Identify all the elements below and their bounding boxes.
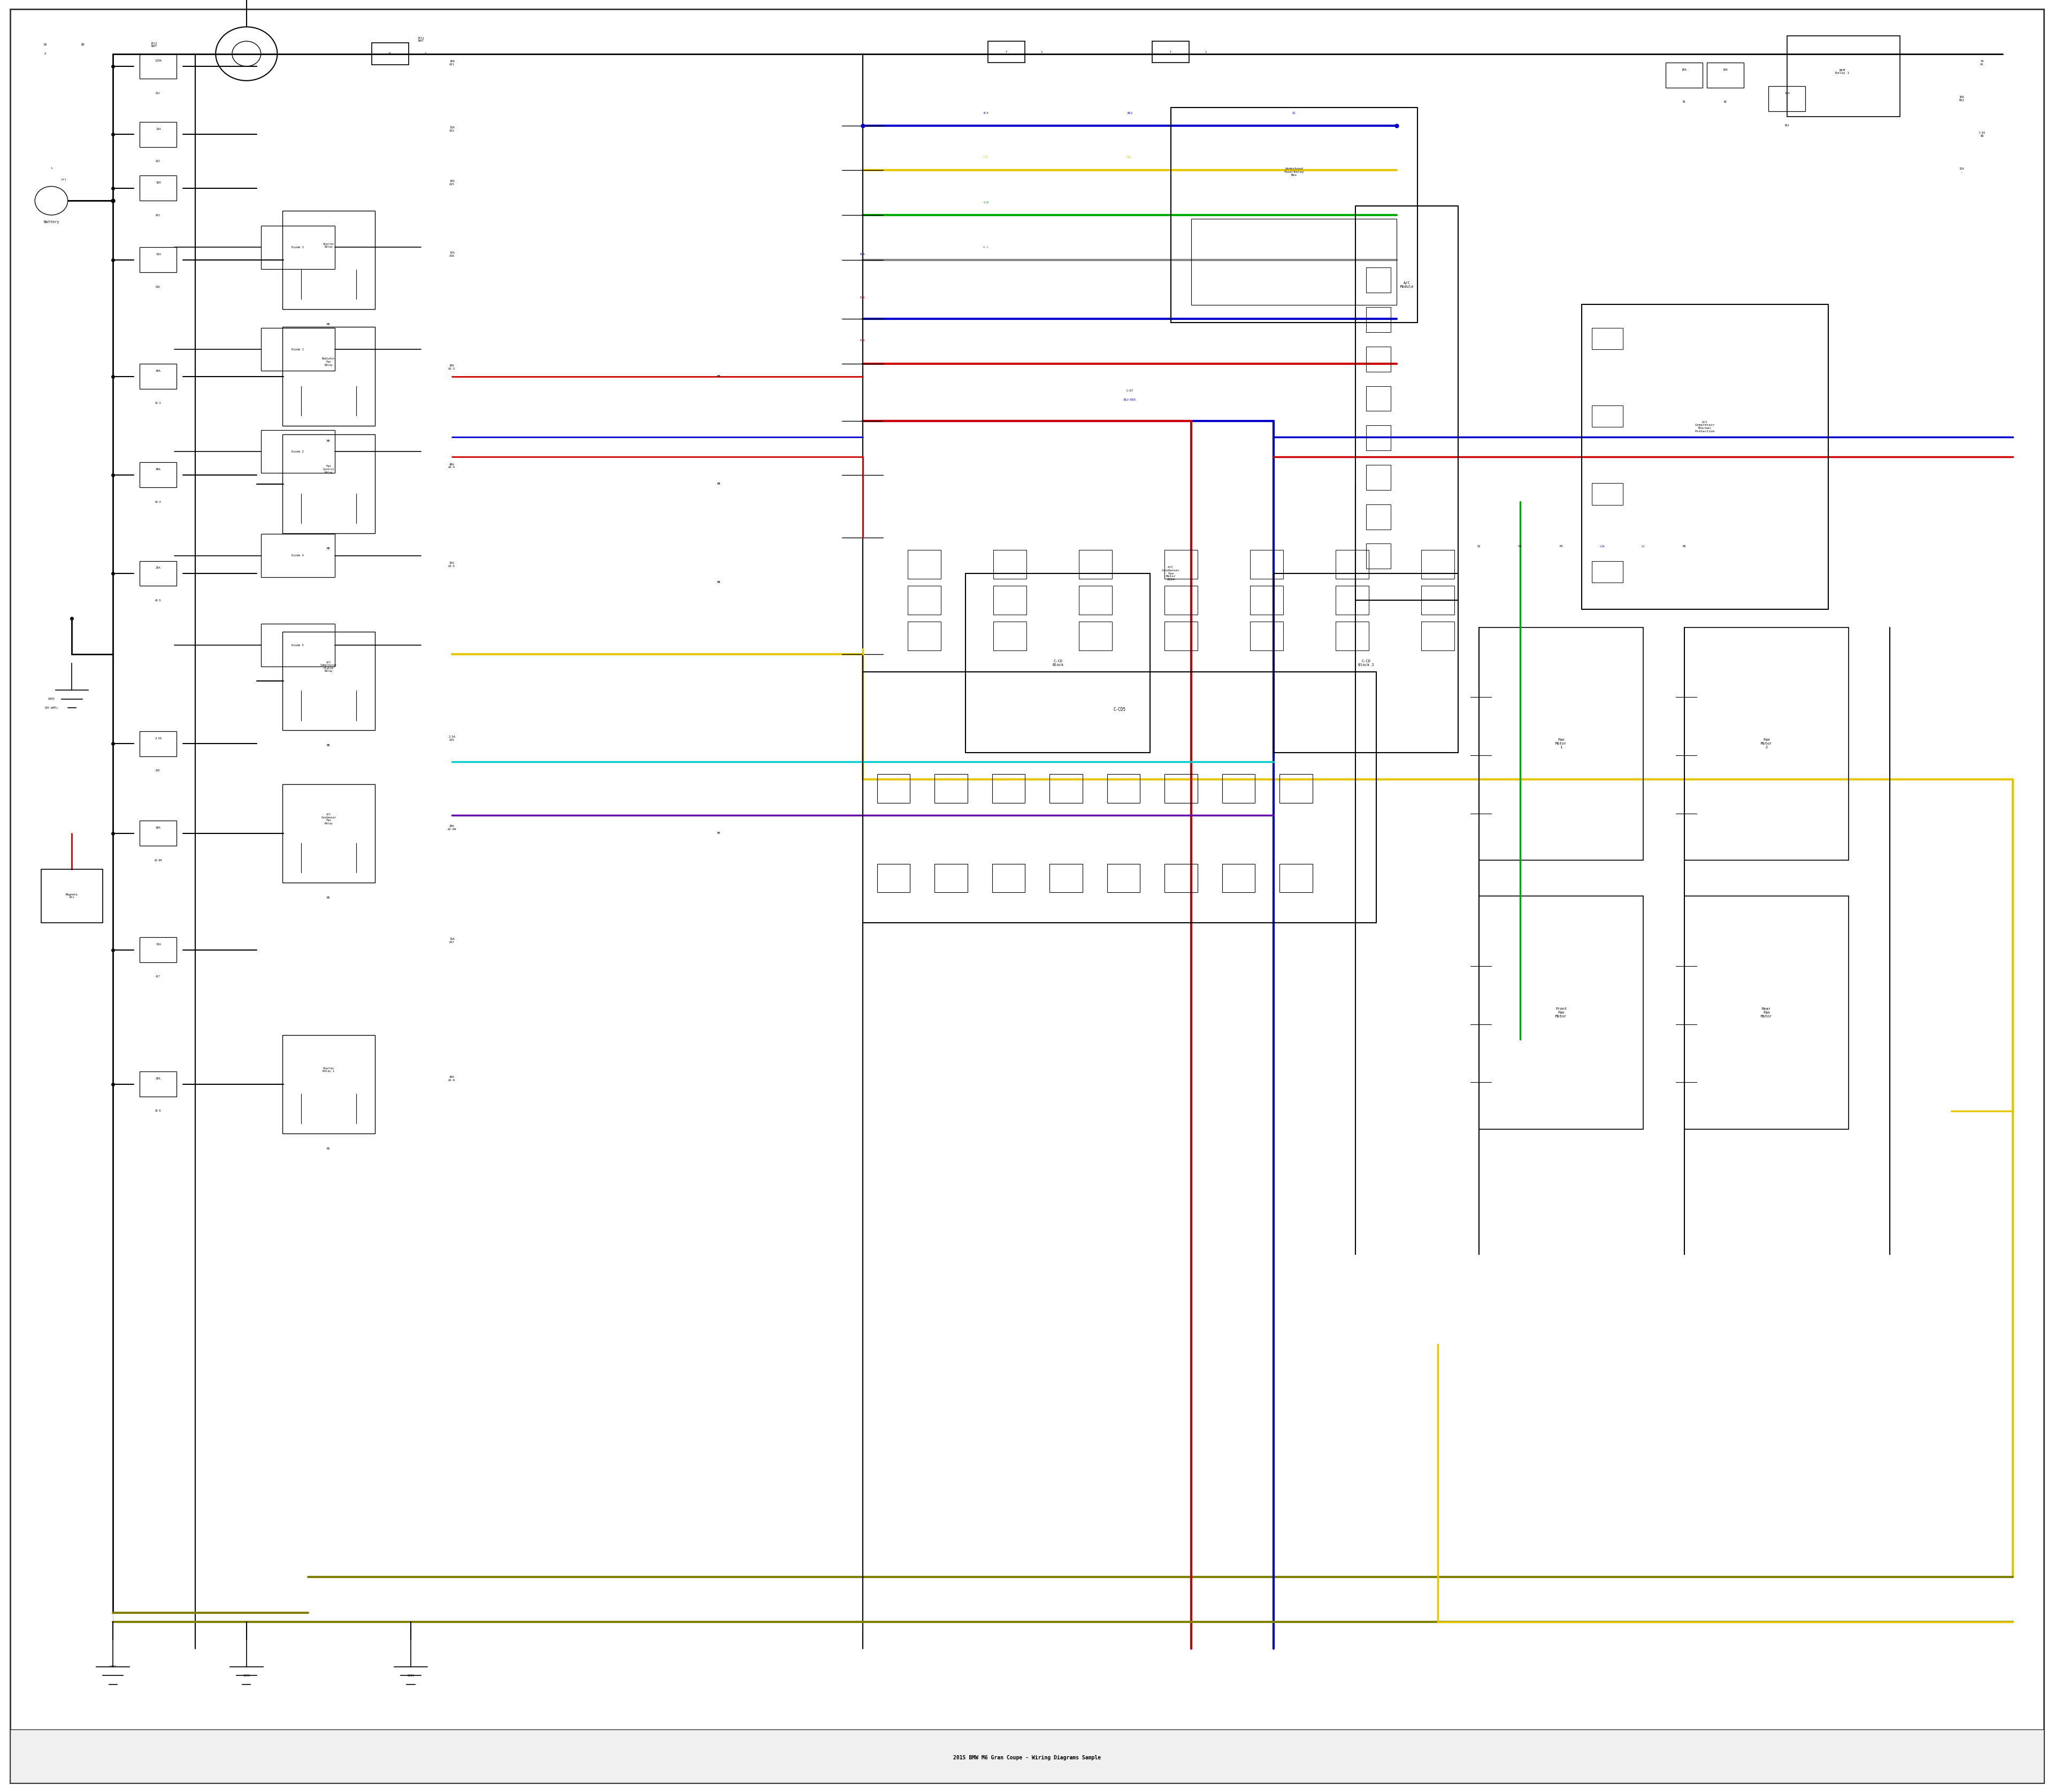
Text: C-CD5: C-CD5	[1113, 708, 1126, 711]
Text: YEL: YEL	[1128, 156, 1132, 159]
Bar	[1335, 550, 1368, 579]
Text: R-A: R-A	[861, 339, 865, 342]
Text: 20A: 20A	[156, 826, 160, 830]
Bar	[1366, 464, 1391, 489]
Text: S2: S2	[1292, 111, 1296, 115]
Bar	[140, 1072, 177, 1097]
Text: M6: M6	[717, 581, 721, 584]
Text: BLU-RED: BLU-RED	[1124, 398, 1136, 401]
Bar	[877, 774, 910, 803]
Bar	[261, 226, 335, 269]
Text: 25A: 25A	[156, 566, 160, 570]
Bar	[1335, 622, 1368, 650]
Text: A2-4: A2-4	[156, 500, 160, 504]
Text: 25A
A2-5: 25A A2-5	[448, 561, 456, 568]
Text: A21: A21	[156, 91, 160, 95]
Bar	[1165, 864, 1197, 892]
Text: G401: G401	[109, 1665, 117, 1668]
Text: A2-3: A2-3	[156, 401, 160, 405]
Text: 1B: 1B	[80, 43, 84, 47]
Text: B-A: B-A	[984, 111, 988, 115]
Text: L1A: L1A	[1600, 545, 1604, 548]
Text: 10: 10	[43, 43, 47, 47]
Text: Battery: Battery	[43, 220, 60, 224]
Bar	[283, 783, 374, 882]
Bar	[1165, 550, 1197, 579]
Text: Diode 2: Diode 2	[292, 450, 304, 453]
Text: A/C
Compressor
Clutch
Relay: A/C Compressor Clutch Relay	[320, 661, 337, 672]
Bar	[1107, 864, 1140, 892]
Text: P3: P3	[1559, 545, 1563, 548]
Text: 20A: 20A	[1682, 68, 1686, 72]
Bar	[1666, 63, 1703, 88]
Text: P4: P4	[1518, 545, 1522, 548]
Text: Front
Fan
Motor: Front Fan Motor	[1555, 1007, 1567, 1018]
Bar	[1592, 328, 1623, 349]
Bar	[908, 550, 941, 579]
Bar	[877, 864, 910, 892]
Text: (+): (+)	[62, 177, 66, 181]
Text: C-CD
Block: C-CD Block	[1052, 659, 1064, 667]
Text: [E1]
WHT: [E1] WHT	[417, 36, 425, 43]
Text: A2-6: A2-6	[156, 1109, 160, 1113]
Text: 15A: 15A	[1785, 91, 1789, 95]
Text: 5A
A1: 5A A1	[1980, 59, 1984, 66]
Bar	[41, 869, 103, 923]
Text: 15A: 15A	[156, 943, 160, 946]
Bar	[261, 624, 335, 667]
Text: B2: B2	[1723, 100, 1727, 104]
Bar	[1171, 108, 1417, 323]
Text: G301: G301	[407, 1674, 415, 1677]
Text: 15A
A22: 15A A22	[450, 125, 454, 133]
Text: M5: M5	[717, 831, 721, 835]
Bar	[1280, 774, 1313, 803]
Text: G-W: G-W	[984, 201, 988, 204]
Text: 2015 BMW M6 Gran Coupe - Wiring Diagrams Sample: 2015 BMW M6 Gran Coupe - Wiring Diagrams…	[953, 1756, 1101, 1760]
Text: 10A
A23: 10A A23	[450, 179, 454, 186]
Text: BLU: BLU	[1128, 111, 1132, 115]
Bar	[1366, 543, 1391, 568]
Text: Underhood
Fuse/Relay
Box: Underhood Fuse/Relay Box	[1284, 168, 1304, 176]
Bar	[1165, 586, 1197, 615]
Text: 40A: 40A	[156, 468, 160, 471]
Bar	[1191, 219, 1397, 305]
Text: W-A: W-A	[984, 246, 988, 249]
Bar	[1273, 573, 1458, 753]
Bar	[261, 430, 335, 473]
Text: Diode 1: Diode 1	[292, 348, 304, 351]
Text: B1: B1	[1682, 100, 1686, 104]
Text: Rear
Fan
Motor: Rear Fan Motor	[1760, 1007, 1773, 1018]
Text: M0: M0	[327, 323, 331, 326]
Bar	[994, 622, 1027, 650]
Text: 15A: 15A	[156, 127, 160, 131]
Bar	[1078, 550, 1111, 579]
Bar	[1421, 550, 1454, 579]
Text: Fan
Control
Relay: Fan Control Relay	[322, 466, 335, 473]
Text: 15A
A16: 15A A16	[450, 251, 454, 258]
Bar	[1222, 864, 1255, 892]
Text: 2.5A: 2.5A	[154, 737, 162, 740]
Bar	[863, 672, 1376, 923]
Text: A17: A17	[156, 975, 160, 978]
Text: Diode 4: Diode 4	[292, 554, 304, 557]
Text: Magneto
Drv: Magneto Drv	[66, 892, 78, 900]
Text: 20A
A2-99: 20A A2-99	[448, 824, 456, 831]
Text: M8: M8	[717, 482, 721, 486]
Bar	[140, 462, 177, 487]
Bar	[1707, 63, 1744, 88]
Text: A22: A22	[156, 159, 160, 163]
Text: L1: L1	[1641, 545, 1645, 548]
Text: [E1]
WHT: [E1] WHT	[150, 41, 158, 48]
Text: G102: G102	[242, 1674, 251, 1677]
Text: M2: M2	[327, 1147, 331, 1150]
Bar	[140, 561, 177, 586]
Bar	[372, 43, 409, 65]
Text: 40A
A2-4: 40A A2-4	[448, 462, 456, 470]
Bar	[1050, 864, 1082, 892]
Text: A/C
Module: A/C Module	[1401, 281, 1413, 289]
Bar	[140, 364, 177, 389]
Text: BCM
Relay 1: BCM Relay 1	[1836, 68, 1849, 75]
Text: A2-99: A2-99	[154, 858, 162, 862]
Text: C-CD
Block 2: C-CD Block 2	[1358, 659, 1374, 667]
Text: GRY-WHT+: GRY-WHT+	[45, 706, 58, 710]
